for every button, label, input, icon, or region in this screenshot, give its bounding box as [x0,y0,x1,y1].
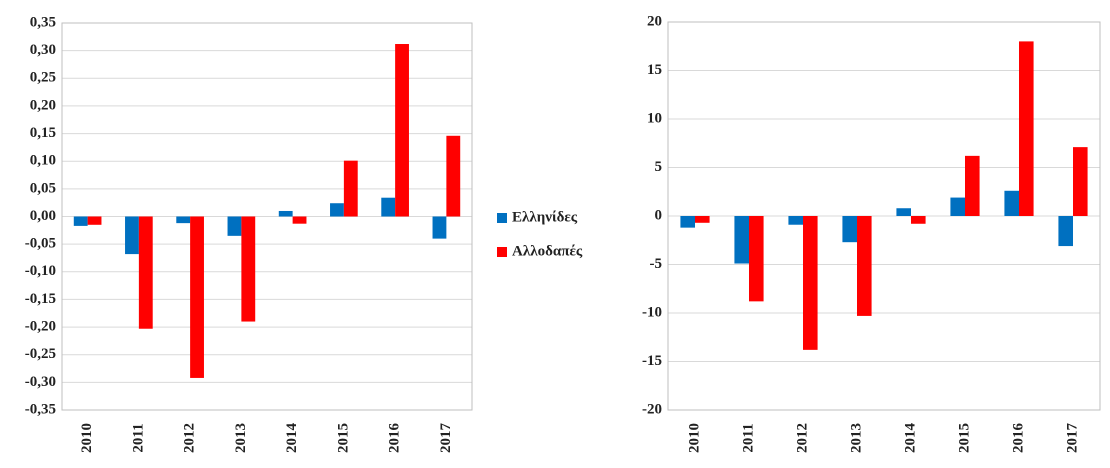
y-tick-label: -0,15 [25,291,56,307]
y-tick-label: 5 [655,159,663,175]
y-tick-label: -20 [642,401,662,417]
bar [749,216,764,302]
y-tick-label: -10 [642,304,662,320]
bar [241,216,256,322]
y-tick-label: 0,30 [30,42,56,58]
bar [788,216,803,225]
bar [190,216,204,378]
y-tick-label: -0,30 [25,374,56,390]
y-tick-label: 0,05 [30,180,56,196]
x-tick-label: 2014 [284,423,300,454]
y-tick-label: -15 [642,353,662,369]
bar [695,216,710,223]
y-tick-label: 0,35 [30,14,56,30]
x-tick-label: 2011 [740,423,756,452]
bar [176,216,191,224]
x-tick-label: 2017 [1064,423,1080,454]
x-tick-label: 2010 [79,423,95,453]
bar [842,216,857,243]
bar [857,216,872,316]
bar [911,216,926,224]
y-tick-label: -5 [650,256,663,272]
x-tick-label: 2014 [902,423,918,454]
y-tick-label: -0,10 [25,263,56,279]
bar [138,216,153,329]
bar [1073,147,1088,216]
y-tick-label: 0,20 [30,97,56,113]
y-tick-label: 20 [647,13,662,29]
bar [1058,216,1073,247]
bar [227,216,242,236]
bar [734,216,749,264]
bar [73,216,88,226]
y-tick-label: 10 [647,110,662,126]
bar [395,44,409,217]
bar [330,203,344,217]
x-tick-label: 2012 [794,423,810,453]
x-tick-label: 2012 [182,423,198,453]
x-tick-label: 2015 [956,423,972,453]
x-tick-label: 2010 [686,423,702,453]
x-tick-label: 2017 [438,423,454,454]
y-tick-label: 0,25 [30,70,56,86]
x-tick-label: 2016 [1010,423,1026,454]
x-tick-label: 2016 [387,423,403,454]
bar [343,160,358,217]
y-tick-label: 0,10 [30,153,56,169]
y-tick-label: -0,25 [25,346,56,362]
legend-swatch [497,247,507,257]
bar [896,208,911,216]
bar [803,216,818,350]
bar [292,216,307,224]
plot-border [667,21,1101,411]
x-tick-label: 2013 [848,423,864,453]
bar [278,210,293,217]
legend-label: Αλλοδαπές [512,243,583,259]
y-tick-label: 0,00 [30,208,56,224]
bar [125,216,139,255]
y-tick-label: 0,15 [30,125,56,141]
bar [1019,41,1034,217]
y-tick-label: -0,05 [25,236,56,252]
bar [950,197,965,216]
legend-label: Ελληνίδες [512,209,578,225]
y-tick-label: -0,35 [25,401,56,417]
bar [1004,190,1019,216]
legend-swatch [497,213,507,223]
plot-border [61,22,473,411]
bar [446,135,461,217]
bar [87,216,102,225]
x-tick-label: 2011 [130,423,146,452]
bar [965,155,980,216]
bar [432,216,447,239]
y-tick-label: -0,20 [25,319,56,335]
bar [680,216,695,228]
x-tick-label: 2013 [233,423,249,453]
y-tick-label: 15 [647,62,662,78]
y-tick-label: 0 [655,207,663,223]
bar [381,197,396,217]
x-tick-label: 2015 [335,423,351,453]
